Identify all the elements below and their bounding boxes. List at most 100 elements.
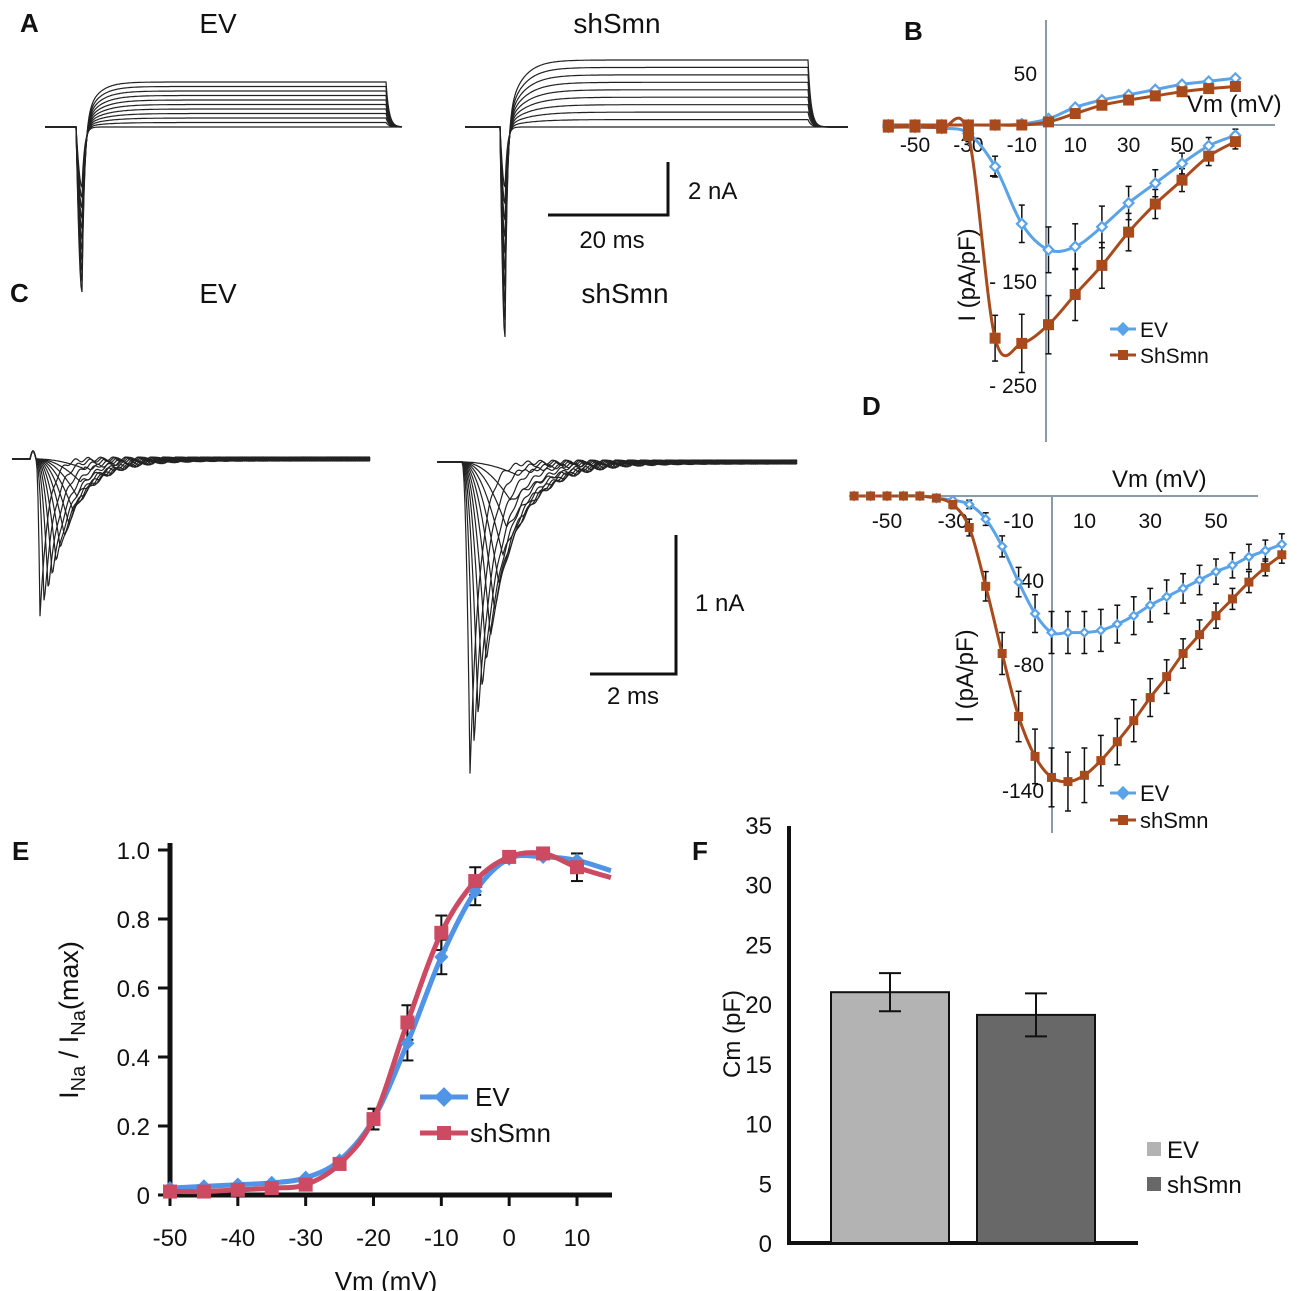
panel-a-shsmn-trace-4	[465, 96, 848, 254]
panel-a: A EV shSmn 2 nA 20 ms	[20, 8, 848, 338]
panel-b-shsmn-steady-point-13	[1229, 81, 1241, 93]
panel-e-ylabel-sub1: Na	[68, 1065, 90, 1091]
panel-b-xtick-3: 10	[1064, 134, 1087, 157]
panel-d-shsmn-point-4	[915, 491, 925, 501]
panel-d-legend: EV shSmn	[1110, 781, 1208, 833]
panel-d-legend-ev: EV	[1140, 781, 1170, 806]
panel-b-legend-ev-marker	[1115, 321, 1131, 337]
panel-a-ev-trace-3	[45, 112, 402, 219]
panel-f-bar-shsmn	[976, 1013, 1096, 1244]
panel-d-ev-point-14	[1078, 626, 1090, 639]
panel-b-ev-peak-point-4	[988, 160, 1002, 173]
panel-c-ev-trace-10	[12, 450, 371, 601]
panel-a-scale-bar	[548, 162, 670, 217]
panel-a-title-shsmn: shSmn	[573, 8, 660, 39]
panel-d-letter: D	[862, 391, 881, 421]
panel-b-ev-peak-point-5	[1015, 217, 1029, 231]
panel-c-shsmn-trace-8	[437, 459, 798, 685]
panel-e-ytick-0: 0	[137, 1183, 150, 1210]
panel-c-scale-y-label: 1 nA	[695, 590, 744, 617]
panel-d-xtick-5: 50	[1204, 510, 1227, 533]
panel-a-ev-trace-0	[45, 126, 402, 190]
panel-f: F 0 5 10 15 20 25 30 35 Cm (pF) EV shSmn	[692, 813, 1242, 1258]
panel-b-shsmn-peak-point-10	[1149, 198, 1161, 210]
panel-b-markers	[881, 71, 1242, 349]
panel-d-ev-point-26	[1276, 538, 1288, 550]
panel-a-shsmn-trace-6	[465, 81, 848, 288]
panel-f-ytick-2: 10	[745, 1112, 772, 1139]
panel-b-shsmn-steady-point-7	[1069, 108, 1081, 120]
panel-f-ytick-6: 30	[745, 873, 772, 900]
panel-d-shsmn-point-3	[898, 491, 908, 501]
panel-a-shsmn-trace-5	[465, 89, 848, 271]
panel-b-shsmn-steady-point-6	[1043, 116, 1054, 128]
panel-b-shsmn-peak-point-6	[1043, 319, 1054, 331]
panel-f-ytick-5: 25	[745, 932, 772, 959]
panel-b-xlabel: Vm (mV)	[1187, 91, 1282, 118]
panel-c-shsmn-trace-11	[437, 459, 798, 774]
panel-b-xtick-2: -10	[1007, 134, 1037, 157]
panel-d-ev-point-21	[1194, 574, 1206, 586]
panel-a-shsmn-traces	[465, 59, 848, 338]
panel-e-legend-shsmn: shSmn	[470, 1118, 551, 1148]
panel-d-shsmn-point-5	[931, 493, 941, 503]
panel-b-shsmn-peak-point-5	[1016, 337, 1028, 349]
panel-e-shsmn-point-4	[298, 1177, 313, 1192]
panel-e-ylabel-i: I	[54, 1091, 84, 1099]
panel-a-shsmn-trace-7	[465, 74, 848, 304]
panel-d-shsmn-point-21	[1195, 630, 1205, 640]
panel-a-shsmn-trace-2	[465, 111, 848, 221]
panel-b-error-bars	[965, 128, 1239, 374]
panel-d-shsmn-point-13	[1063, 777, 1073, 787]
panel-d-ev-point-23	[1226, 559, 1238, 571]
panel-a-letter: A	[20, 8, 39, 38]
panel-d-ylabel: I (pA/pF)	[952, 629, 979, 722]
panel-e-xtick-0: -50	[153, 1225, 188, 1252]
panel-a-ev-trace-4	[45, 108, 402, 230]
panel-d-shsmn-point-1	[866, 491, 876, 501]
panel-d-shsmn-point-6	[948, 499, 958, 509]
panel-c-shsmn-trace-4	[437, 459, 798, 583]
panel-b-shsmn-steady-point-8	[1096, 99, 1108, 111]
panel-b-shsmn-steady-point-5	[1016, 119, 1028, 131]
panel-b-ev-peak-point-6	[1042, 243, 1055, 257]
panel-f-ylabel: Cm (pF)	[719, 990, 746, 1078]
panel-a-ev-traces	[45, 81, 403, 293]
panel-d-shsmn-point-16	[1112, 737, 1122, 747]
panel-c-scale-bar	[590, 535, 678, 676]
panel-d-shsmn-point-26	[1277, 550, 1287, 560]
panel-b-shsmn-peak-point-11	[1176, 174, 1188, 186]
panel-e-letter: E	[12, 836, 29, 866]
panel-b-legend-shsmn: ShSmn	[1140, 345, 1209, 368]
panel-d-ev-point-13	[1062, 626, 1074, 639]
panel-c-ev-trace-11	[12, 450, 371, 617]
panel-c-ev-trace-8	[12, 450, 371, 575]
panel-b-xtick-0: -50	[900, 134, 930, 157]
panel-d-shsmn-point-7	[964, 523, 974, 532]
panel-f-ytick-0: 0	[759, 1231, 772, 1258]
panel-a-title-ev: EV	[199, 8, 237, 39]
panel-d-shsmn-point-8	[981, 581, 991, 591]
panel-e-ylabel-sub2: Na	[68, 1009, 90, 1035]
panel-b-ev-peak-point-7	[1068, 240, 1082, 254]
panel-f-ytick-4: 20	[745, 992, 772, 1019]
panel-d-legend-shsmn-marker	[1118, 815, 1128, 825]
panel-b-ev-peak-point-12	[1202, 139, 1216, 153]
panel-d-shsmn-point-0	[849, 491, 859, 501]
panel-e: E -50 -40 -30 -20 -10 0 10 0 0.2 0.4 0.6 0.8 1.0 Vm …	[12, 836, 612, 1291]
panel-f-legend-ev-swatch	[1147, 1142, 1161, 1156]
panel-d-ev-point-11	[1029, 608, 1041, 620]
panel-d-shsmn-point-14	[1079, 770, 1089, 780]
panel-a-scale-x-label: 20 ms	[579, 227, 644, 254]
panel-c: C EV shSmn 1 nA 2 ms	[10, 278, 798, 774]
panel-c-shsmn-traces	[437, 459, 798, 774]
panel-d-xlabel: Vm (mV)	[1112, 466, 1207, 493]
panel-d-error-bars	[933, 495, 1285, 812]
panel-e-shsmn-point-11	[536, 846, 551, 861]
panel-e-shsmn-point-0	[163, 1184, 177, 1199]
panel-e-legend-ev-marker	[434, 1087, 454, 1107]
panel-f-bar-ev	[830, 991, 950, 1245]
panel-e-xtick-6: 10	[564, 1225, 591, 1252]
panel-a-ev-trace-2	[45, 117, 403, 209]
